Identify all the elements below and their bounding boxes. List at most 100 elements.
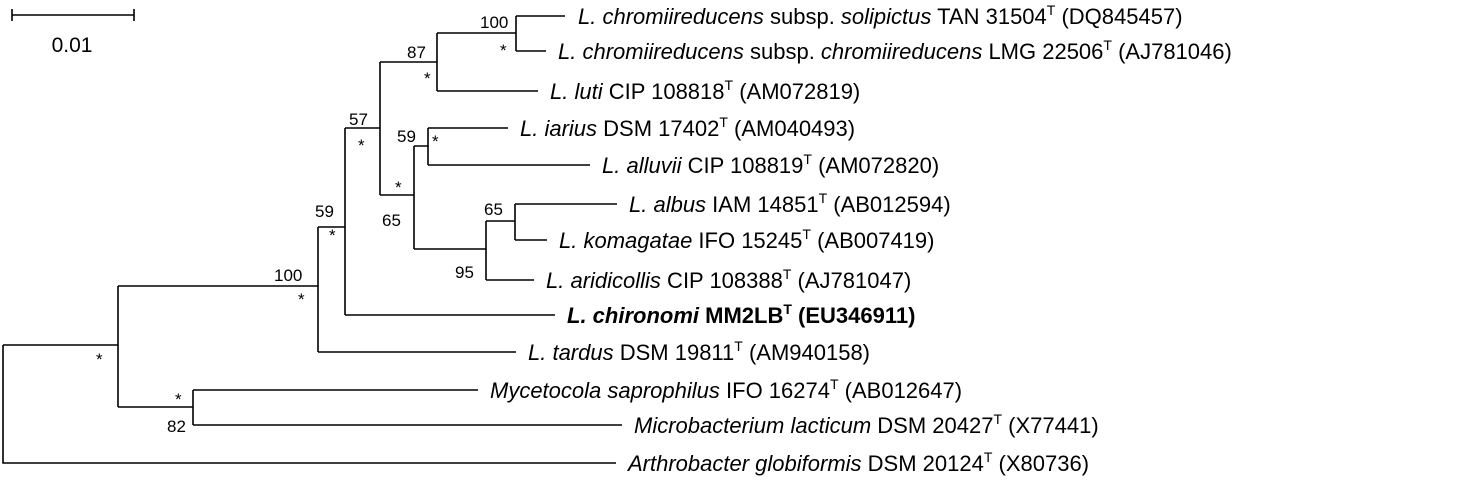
taxon-label-segment: (AB012594): [827, 192, 951, 217]
taxon-label-segment: T: [719, 114, 728, 130]
taxon-label-segment: subsp.: [764, 4, 841, 29]
taxon-label-segment: T: [734, 338, 743, 354]
support-label: *: [329, 226, 336, 245]
support-label: *: [432, 132, 439, 151]
taxon-label-segment: (AM040493): [728, 116, 855, 141]
taxon-label-segment: L. chironomi: [567, 303, 700, 328]
taxon-label-segment: T: [802, 226, 811, 242]
branch-root: [2, 344, 616, 464]
taxon-label-segment: Arthrobacter globiformis: [626, 451, 862, 476]
taxon-label-aridicollis: L. aridicollis CIP 108388T (AJ781047): [546, 266, 911, 293]
taxon-label-komagatae: L. komagatae IFO 15245T (AB007419): [559, 226, 934, 253]
scale-bar-label: 0.01: [52, 34, 93, 57]
support-label: *: [358, 136, 365, 155]
taxon-label-segment: T: [819, 190, 828, 206]
branch-chironomi-node: [344, 127, 555, 316]
branch-major-clade: [379, 61, 437, 196]
taxon-label-luti: L. luti CIP 108818T (AM072819): [550, 77, 860, 104]
taxon-label-segment: chromiireducens: [821, 39, 982, 64]
taxon-label-segment: IAM 14851: [706, 192, 819, 217]
support-label: *: [175, 390, 182, 409]
taxon-label-segment: L. luti: [550, 79, 604, 104]
taxon-label-segment: subsp.: [744, 39, 821, 64]
taxon-label-iarius: L. iarius DSM 17402T (AM040493): [520, 114, 855, 141]
taxon-label-segment: T: [783, 266, 792, 282]
taxon-label-albus: L. albus IAM 14851T (AB012594): [629, 190, 951, 217]
taxon-labels: L. chromiireducens subsp. solipictus TAN…: [490, 2, 1232, 476]
branch-chromii-luti: [436, 32, 538, 92]
taxon-label-solipictus: L. chromiireducens subsp. solipictus TAN…: [578, 2, 1183, 29]
taxon-label-segment: T: [1103, 37, 1112, 53]
taxon-label-chromiireducens: L. chromiireducens subsp. chromiireducen…: [558, 37, 1232, 64]
taxon-label-segment: (X77441): [1002, 413, 1099, 438]
taxon-label-segment: T: [803, 151, 812, 167]
support-label: 95: [455, 263, 474, 282]
taxon-label-segment: Microbacterium lacticum: [634, 413, 871, 438]
support-label: 87: [407, 43, 426, 62]
branch-mycetocola-microbacterium: [192, 389, 622, 426]
taxon-label-segment: MM2LB: [699, 303, 783, 328]
taxon-label-segment: solipictus: [841, 4, 931, 29]
taxon-label-segment: L. tardus: [528, 340, 614, 365]
support-label: 100: [480, 13, 508, 32]
support-label: *: [96, 350, 103, 369]
taxon-label-segment: CIP 108819: [681, 153, 803, 178]
taxon-label-segment: T: [830, 376, 839, 392]
taxon-label-chironomi: L. chironomi MM2LBT (EU346911): [567, 301, 915, 328]
taxon-label-segment: T: [984, 449, 993, 465]
branch-iarius-albus: [413, 145, 486, 250]
taxon-label-segment: TAN 31504: [931, 4, 1046, 29]
branch-albus-komagatae: [514, 203, 617, 241]
support-label: *: [424, 69, 431, 88]
taxon-label-segment: L. chromiireducens: [578, 4, 764, 29]
branch-iarius-alluvii: [427, 127, 590, 166]
branch-chromii-subspecies: [515, 15, 565, 52]
taxon-label-segment: (AJ781047): [791, 268, 911, 293]
taxon-label-arthrobacter: Arthrobacter globiformis DSM 20124T (X80…: [626, 449, 1089, 476]
scale-bar: 0.01: [11, 9, 135, 57]
taxon-label-segment: DSM 20124: [862, 451, 984, 476]
taxon-label-segment: DSM 20427: [871, 413, 993, 438]
taxon-label-segment: Mycetocola saprophilus: [490, 378, 720, 403]
support-label: 82: [167, 417, 186, 436]
taxon-label-segment: L. chromiireducens: [558, 39, 744, 64]
taxon-label-segment: CIP 108818: [603, 79, 725, 104]
support-values: 100 * 87 * 59 * 65 95 * 65 57 * 59 * 100…: [96, 13, 508, 436]
taxon-label-segment: L. aridicollis: [546, 268, 661, 293]
support-label: *: [500, 41, 507, 60]
support-label: 57: [349, 110, 368, 129]
support-label: 65: [382, 211, 401, 230]
support-label: 100: [274, 266, 302, 285]
support-label: 65: [484, 200, 503, 219]
taxon-label-segment: (X80736): [992, 451, 1089, 476]
taxon-label-segment: L. albus: [629, 192, 706, 217]
taxon-label-tardus: L. tardus DSM 19811T (AM940158): [528, 338, 870, 365]
support-label: 59: [397, 127, 416, 146]
tree-branches: [2, 15, 622, 464]
taxon-label-segment: T: [993, 411, 1002, 427]
taxon-label-segment: (DQ845457): [1055, 4, 1182, 29]
branch-tardus-node: [317, 226, 516, 353]
taxon-label-segment: T: [1047, 2, 1056, 18]
taxon-label-segment: L. alluvii: [602, 153, 683, 178]
taxon-label-alluvii: L. alluvii CIP 108819T (AM072820): [602, 151, 939, 178]
support-label: *: [298, 290, 305, 309]
taxon-label-segment: L. iarius: [520, 116, 597, 141]
taxon-label-segment: (AJ781046): [1112, 39, 1232, 64]
taxon-label-segment: L. komagatae: [559, 228, 692, 253]
taxon-label-segment: CIP 108388: [661, 268, 783, 293]
branch-albus-group: [485, 220, 534, 281]
branch-ingroup-node: [117, 285, 318, 408]
taxon-label-segment: T: [783, 301, 792, 317]
taxon-label-mycetocola: Mycetocola saprophilus IFO 16274T (AB012…: [490, 376, 962, 403]
taxon-label-segment: IFO 16274: [720, 378, 830, 403]
taxon-label-segment: (AM072819): [733, 79, 860, 104]
taxon-label-segment: DSM 17402: [597, 116, 719, 141]
support-label: *: [395, 178, 402, 197]
taxon-label-segment: IFO 15245: [692, 228, 802, 253]
taxon-label-segment: (AB012647): [839, 378, 963, 403]
taxon-label-segment: T: [725, 77, 734, 93]
taxon-label-segment: (AM072820): [812, 153, 939, 178]
